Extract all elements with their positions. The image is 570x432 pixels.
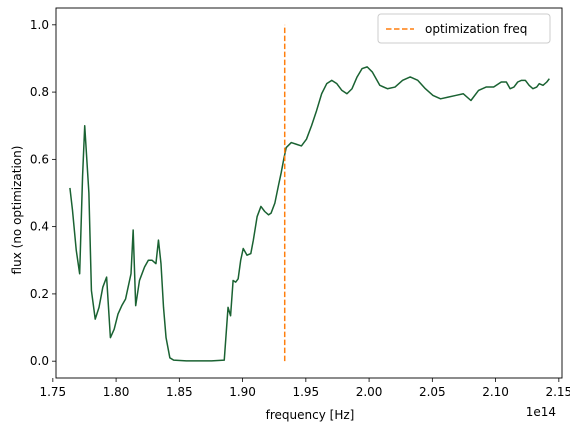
legend: optimization freq (377, 13, 551, 44)
x-tick-label: 1.80 (103, 385, 130, 399)
x-tick-label: 1.95 (292, 385, 319, 399)
x-offset-label: 1e14 (526, 405, 556, 419)
y-tick-label: 0.0 (30, 354, 49, 368)
y-tick-label: 0.2 (30, 287, 49, 301)
x-tick-label: 2.10 (482, 385, 509, 399)
plot-area (69, 24, 550, 362)
legend-label: optimization freq (425, 22, 527, 36)
legend-box (377, 13, 551, 44)
x-tick-label: 1.85 (166, 385, 193, 399)
x-tick-label: 2.15 (545, 385, 570, 399)
x-axis-label: frequency [Hz] (266, 408, 355, 422)
y-tick-label: 1.0 (30, 18, 49, 32)
axes-frame (55, 7, 563, 379)
x-tick-label: 1.75 (39, 385, 66, 399)
y-tick-label: 0.4 (30, 220, 49, 234)
y-axis-label: flux (no optimization) (10, 146, 24, 275)
y-tick-label: 0.6 (30, 152, 49, 166)
y-tick-label: 0.8 (30, 85, 49, 99)
flux-series-line (69, 66, 550, 362)
x-tick-label: 1.90 (229, 385, 256, 399)
x-tick-label: 2.00 (356, 385, 383, 399)
y-axis: 0.0 0.2 0.4 0.6 0.8 1.0 (30, 18, 56, 368)
x-axis: 1.75 1.80 1.85 1.90 1.95 2.00 2.05 2.10 2.15 (39, 378, 570, 399)
x-tick-label: 2.05 (419, 385, 446, 399)
